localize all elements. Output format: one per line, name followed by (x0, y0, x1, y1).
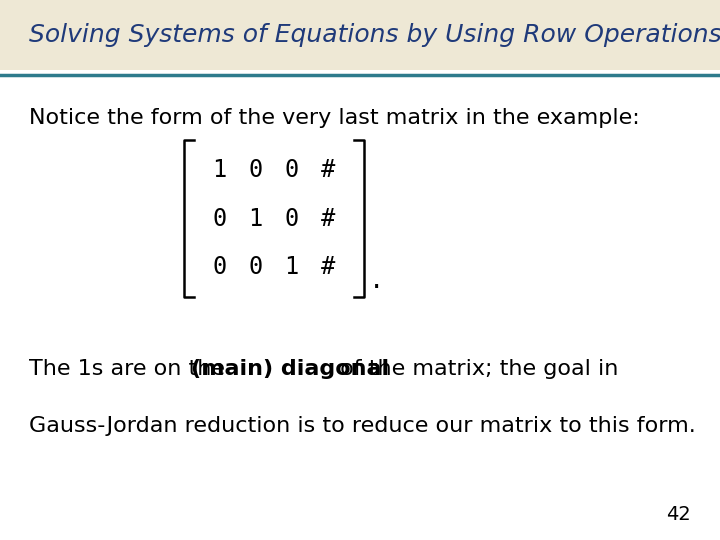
Text: Gauss-Jordan reduction is to reduce our matrix to this form.: Gauss-Jordan reduction is to reduce our … (29, 416, 696, 436)
Text: 0: 0 (248, 255, 263, 279)
Text: Solving Systems of Equations by Using Row Operations: Solving Systems of Equations by Using Ro… (29, 23, 720, 47)
Text: .: . (372, 266, 382, 294)
Text: of the matrix; the goal in: of the matrix; the goal in (333, 359, 618, 379)
Text: The 1s are on the: The 1s are on the (29, 359, 232, 379)
Text: (main) diagonal: (main) diagonal (191, 359, 389, 379)
FancyBboxPatch shape (0, 0, 720, 70)
Text: Notice the form of the very last matrix in the example:: Notice the form of the very last matrix … (29, 108, 639, 128)
Text: 0: 0 (284, 207, 299, 231)
Text: 1: 1 (248, 207, 263, 231)
Text: 0: 0 (284, 158, 299, 182)
Text: 42: 42 (667, 505, 691, 524)
Text: #: # (320, 207, 335, 231)
Text: 1: 1 (284, 255, 299, 279)
Text: #: # (320, 255, 335, 279)
Text: 0: 0 (248, 158, 263, 182)
Text: 1: 1 (212, 158, 227, 182)
Text: 0: 0 (212, 255, 227, 279)
Text: 0: 0 (212, 207, 227, 231)
Text: #: # (320, 158, 335, 182)
